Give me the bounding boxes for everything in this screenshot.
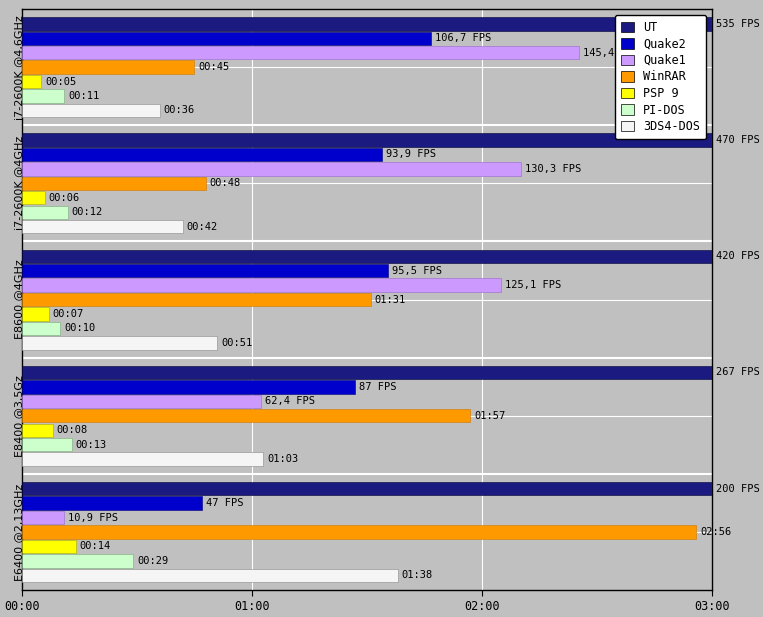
Text: 535 FPS: 535 FPS — [716, 19, 759, 29]
Text: 01:38: 01:38 — [401, 570, 433, 581]
Bar — [22, 75, 41, 88]
Text: 00:11: 00:11 — [68, 91, 99, 101]
Text: 01:31: 01:31 — [375, 294, 406, 305]
Text: 125,1 FPS: 125,1 FPS — [505, 280, 562, 290]
Text: 10,9 FPS: 10,9 FPS — [68, 513, 118, 523]
Text: 00:10: 00:10 — [64, 323, 95, 333]
Bar — [22, 89, 64, 102]
Text: 02:56: 02:56 — [700, 527, 732, 537]
Text: 62,4 FPS: 62,4 FPS — [265, 396, 315, 407]
Text: 01:03: 01:03 — [267, 454, 298, 464]
Text: 420 FPS: 420 FPS — [716, 251, 759, 261]
Text: 00:05: 00:05 — [45, 77, 76, 86]
Text: 87 FPS: 87 FPS — [359, 382, 397, 392]
Text: 00:08: 00:08 — [56, 425, 88, 435]
Bar — [22, 17, 763, 30]
Bar — [22, 176, 206, 190]
Bar — [22, 525, 697, 539]
Text: 267 FPS: 267 FPS — [716, 368, 759, 378]
Bar — [22, 321, 60, 335]
Text: 00:48: 00:48 — [210, 178, 241, 188]
Text: 00:51: 00:51 — [221, 338, 253, 348]
Bar — [22, 554, 133, 568]
Text: 00:42: 00:42 — [187, 222, 218, 231]
Bar — [22, 438, 72, 452]
Text: 00:36: 00:36 — [164, 106, 195, 115]
Bar — [22, 191, 45, 204]
Text: 95,5 FPS: 95,5 FPS — [391, 266, 442, 276]
Bar — [22, 511, 64, 524]
Bar — [22, 409, 470, 423]
Bar — [22, 250, 763, 263]
Text: 93,9 FPS: 93,9 FPS — [385, 149, 436, 159]
Bar — [22, 31, 431, 45]
Text: 145,4 FPS: 145,4 FPS — [583, 48, 639, 58]
Bar — [22, 220, 183, 233]
Text: 470 FPS: 470 FPS — [716, 135, 759, 145]
Bar — [22, 148, 382, 161]
Bar — [22, 380, 356, 394]
Text: 00:45: 00:45 — [198, 62, 230, 72]
Bar — [22, 497, 202, 510]
Bar — [22, 60, 195, 74]
Bar — [22, 366, 763, 379]
Legend: UT, Quake2, Quake1, WinRAR, PSP 9, PI-DOS, 3DS4-DOS: UT, Quake2, Quake1, WinRAR, PSP 9, PI-DO… — [615, 15, 706, 139]
Text: 200 FPS: 200 FPS — [716, 484, 759, 494]
Bar — [22, 452, 263, 466]
Bar — [22, 482, 763, 495]
Text: 00:14: 00:14 — [79, 542, 111, 552]
Bar — [22, 264, 388, 278]
Text: 00:12: 00:12 — [72, 207, 103, 217]
Bar — [22, 569, 398, 582]
Bar — [22, 307, 49, 321]
Bar — [22, 278, 501, 292]
Bar — [22, 336, 217, 350]
Bar — [22, 293, 371, 306]
Bar — [22, 104, 160, 117]
Text: 00:13: 00:13 — [76, 440, 107, 450]
Bar — [22, 46, 579, 59]
Text: 00:07: 00:07 — [53, 309, 84, 319]
Bar — [22, 205, 68, 219]
Bar — [22, 540, 76, 553]
Text: 00:06: 00:06 — [49, 193, 80, 203]
Bar — [22, 423, 53, 437]
Bar — [22, 162, 521, 176]
Text: 47 FPS: 47 FPS — [206, 498, 243, 508]
Text: 01:57: 01:57 — [474, 411, 505, 421]
Bar — [22, 395, 261, 408]
Text: 130,3 FPS: 130,3 FPS — [525, 164, 581, 174]
Text: 00:29: 00:29 — [137, 556, 168, 566]
Bar — [22, 133, 763, 147]
Text: 106,7 FPS: 106,7 FPS — [435, 33, 491, 43]
